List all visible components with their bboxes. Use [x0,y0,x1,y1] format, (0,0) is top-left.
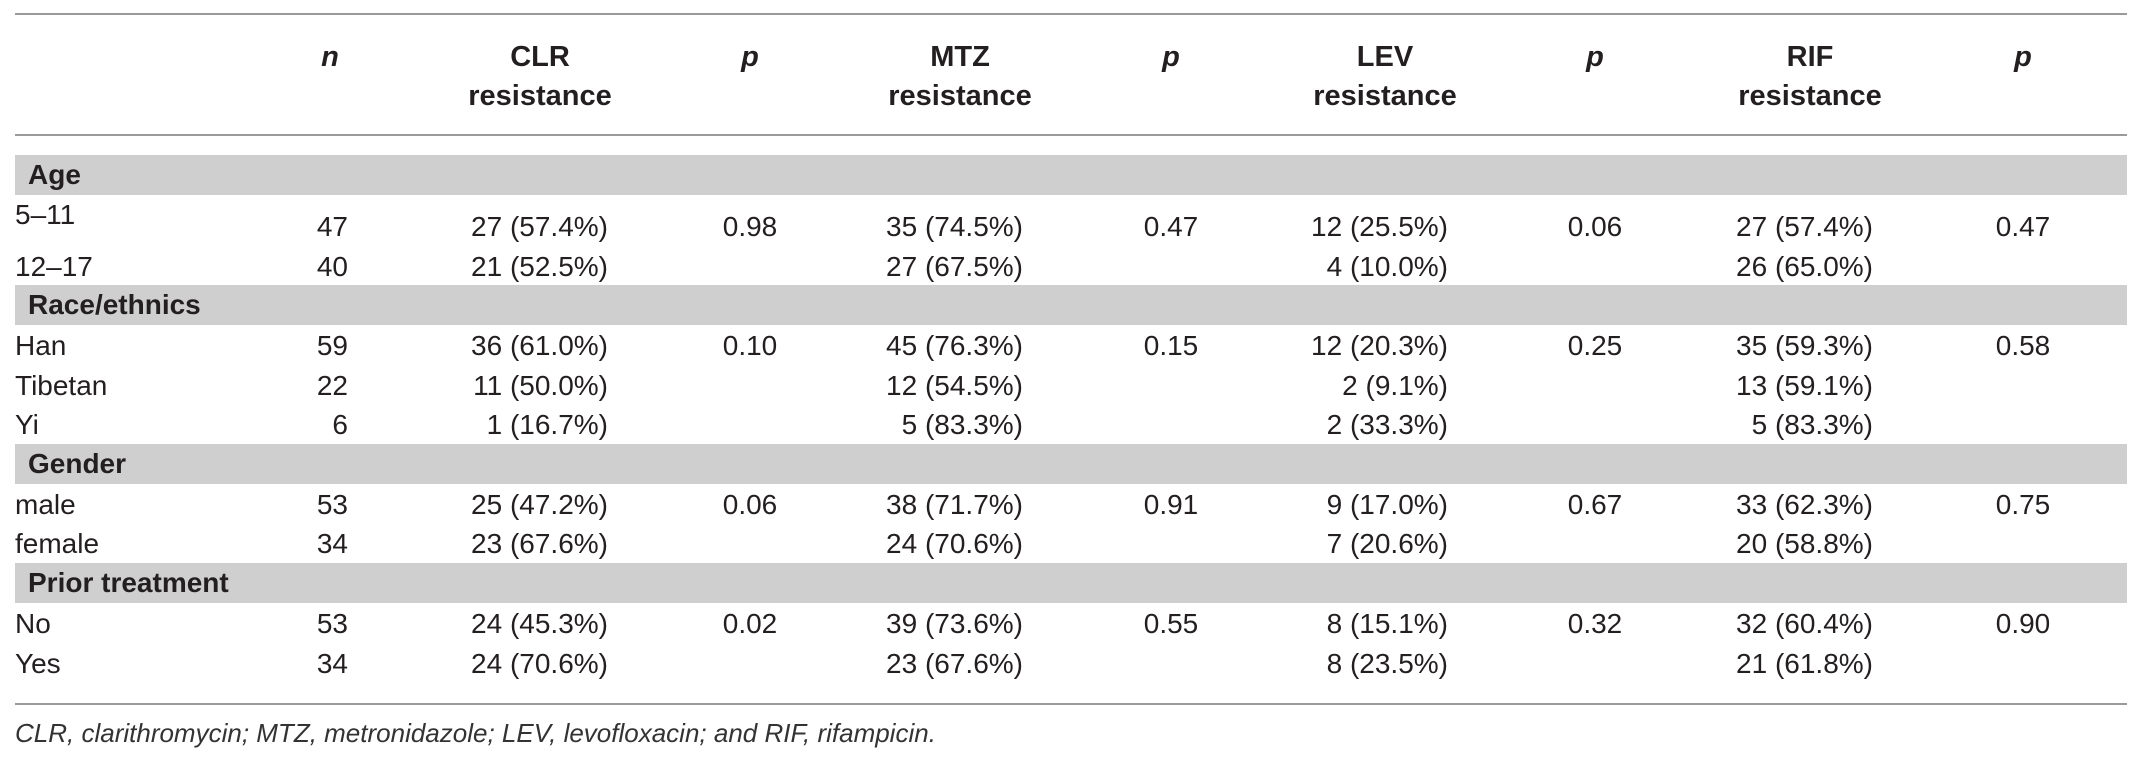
cell-rif: 5 (83.3%) [1751,409,1873,440]
cell-mtz: 35 (74.5%) [886,211,1023,242]
group-label: Gender [28,448,127,479]
col-header-p-rif: p [2014,41,2032,73]
table-bottom-rule [15,703,2127,705]
cell-mtz: 27 (67.5%) [886,251,1023,282]
cell-clr: 27 (57.4%) [471,211,608,242]
cell-p-clr: 0.98 [722,211,778,242]
cell-p-mtz: 0.55 [1143,608,1199,639]
row-label: Yes [15,648,61,679]
group-band-race [15,285,2127,325]
table-footnote: CLR, clarithromycin; MTZ, metronidazole;… [15,718,936,748]
cell-mtz: 39 (73.6%) [886,608,1023,639]
cell-p-rif: 0.75 [1995,489,2051,520]
cell-n: 6 [332,409,348,440]
col-header-p-mtz: p [1162,41,1180,73]
cell-rif: 35 (59.3%) [1736,330,1873,361]
cell-rif: 21 (61.8%) [1736,648,1873,679]
col-header-rif: RIF resistance [1738,41,1882,112]
cell-mtz: 5 (83.3%) [901,409,1023,440]
cell-mtz: 23 (67.6%) [886,648,1023,679]
cell-mtz: 24 (70.6%) [886,528,1023,559]
col-header-lev: LEV resistance [1313,41,1457,112]
row-label: female [15,528,100,559]
row-label: Yi [15,409,39,440]
group-label: Age [28,159,81,190]
cell-p-rif: 0.58 [1995,330,2051,361]
cell-lev: 8 (15.1%) [1326,608,1448,639]
col-header-n: n [321,41,339,73]
group-label: Prior treatment [28,567,229,598]
cell-n: 22 [316,370,348,401]
cell-p-lev: 0.25 [1567,330,1623,361]
cell-rif: 13 (59.1%) [1736,370,1873,401]
cell-rif: 20 (58.8%) [1736,528,1873,559]
cell-n: 34 [316,648,348,679]
cell-n: 59 [316,330,348,361]
cell-lev: 12 (20.3%) [1311,330,1448,361]
cell-rif: 27 (57.4%) [1736,211,1873,242]
cell-clr: 21 (52.5%) [471,251,608,282]
cell-rif: 26 (65.0%) [1736,251,1873,282]
col-header-clr: CLR resistance [468,41,612,112]
cell-clr: 24 (45.3%) [471,608,608,639]
cell-p-rif: 0.90 [1995,608,2051,639]
cell-p-mtz: 0.91 [1143,489,1199,520]
group-band-gender [15,444,2127,484]
row-label: male [15,489,76,520]
cell-p-lev: 0.06 [1567,211,1623,242]
cell-rif: 33 (62.3%) [1736,489,1873,520]
group-band-age [15,155,2127,195]
cell-p-mtz: 0.15 [1143,330,1199,361]
col-header-p-clr: p [741,41,759,73]
cell-p-lev: 0.32 [1567,608,1623,639]
group-label: Race/ethnics [28,289,201,320]
cell-clr: 36 (61.0%) [471,330,608,361]
cell-lev: 7 (20.6%) [1326,528,1448,559]
cell-n: 47 [316,211,348,242]
cell-mtz: 45 (76.3%) [886,330,1023,361]
cell-p-rif: 0.47 [1995,211,2051,242]
cell-lev: 4 (10.0%) [1326,251,1448,282]
cell-clr: 23 (67.6%) [471,528,608,559]
col-header-p-lev: p [1586,41,1604,73]
cell-lev: 12 (25.5%) [1311,211,1448,242]
cell-clr: 25 (47.2%) [471,489,608,520]
cell-clr: 11 (50.0%) [473,370,608,401]
cell-lev: 8 (23.5%) [1326,648,1448,679]
cell-n: 40 [316,251,348,282]
row-label: Tibetan [15,370,108,401]
cell-lev: 9 (17.0%) [1326,489,1448,520]
cell-n: 53 [316,489,348,520]
row-label: 5–11 [15,199,76,230]
cell-mtz: 38 (71.7%) [886,489,1023,520]
table-top-rule [15,13,2127,15]
cell-p-mtz: 0.47 [1143,211,1199,242]
cell-n: 53 [316,608,348,639]
cell-p-lev: 0.67 [1567,489,1623,520]
cell-lev: 2 (33.3%) [1326,409,1448,440]
cell-n: 34 [316,528,348,559]
group-band-prior-treatment [15,563,2127,603]
cell-clr: 24 (70.6%) [471,648,608,679]
cell-p-clr: 0.10 [722,330,778,361]
row-label: Han [15,330,67,361]
col-header-mtz: MTZ resistance [888,41,1032,112]
cell-p-clr: 0.02 [722,608,778,639]
row-label: No [15,608,51,639]
cell-clr: 1 (16.7%) [486,409,608,440]
row-label: 12–17 [15,251,93,282]
cell-rif: 32 (60.4%) [1736,608,1873,639]
cell-lev: 2 (9.1%) [1342,370,1448,401]
cell-p-clr: 0.06 [722,489,778,520]
cell-mtz: 12 (54.5%) [886,370,1023,401]
header-rule [15,134,2127,136]
